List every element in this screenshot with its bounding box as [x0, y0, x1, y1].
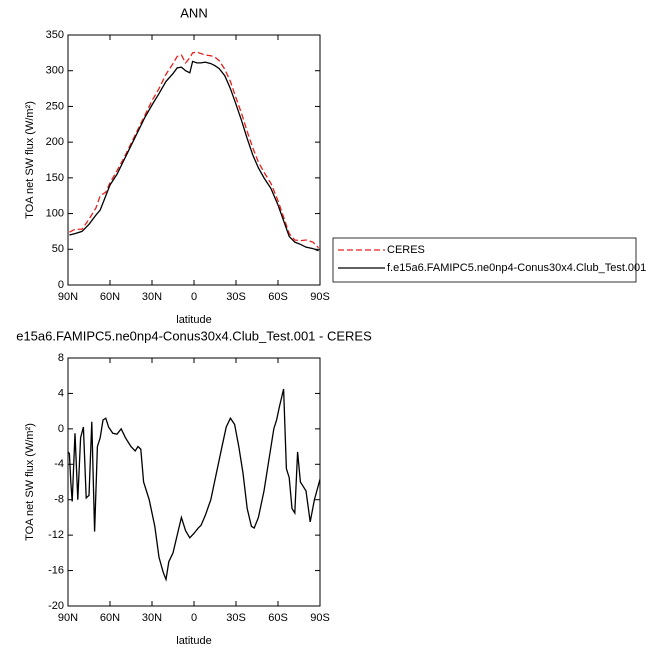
plot-frame	[67, 34, 321, 286]
legend-label: f.e15a6.FAMIPC5.ne0np4-Conus30x4.Club_Te…	[387, 262, 646, 274]
x-tick-label: 30N	[142, 612, 162, 624]
legend-box	[332, 237, 637, 283]
x-tick-label: 90N	[58, 291, 78, 303]
y-tick-label: 4	[58, 387, 64, 399]
y-tick-label: -16	[48, 564, 64, 576]
y-tick-label: 8	[58, 352, 64, 364]
x-tick-label: 60N	[100, 291, 120, 303]
y-tick-label: 350	[46, 29, 64, 41]
x-tick-label: 90S	[310, 612, 330, 624]
y-axis-label: TOA net SW flux (W/m²)	[24, 101, 36, 219]
x-tick-label: 30S	[226, 291, 246, 303]
y-tick-label: -12	[48, 529, 64, 541]
chart-title: ANN	[180, 5, 207, 20]
x-tick-label: 90N	[58, 612, 78, 624]
data-line	[69, 51, 320, 249]
y-tick-label: 200	[46, 136, 64, 148]
y-axis-label: TOA net SW flux (W/m²)	[24, 423, 36, 541]
y-tick-label: -8	[54, 494, 64, 506]
x-tick-label: 60S	[268, 612, 288, 624]
y-tick-label: -4	[54, 458, 64, 470]
x-tick-label: 90S	[310, 291, 330, 303]
data-line	[69, 60, 319, 252]
y-tick-label: 50	[52, 243, 64, 255]
x-tick-label: 30N	[142, 291, 162, 303]
x-tick-label: 60N	[100, 612, 120, 624]
x-tick-label: 0	[191, 612, 197, 624]
plot-frame	[67, 357, 321, 607]
y-tick-label: 300	[46, 65, 64, 77]
legend-label: CERES	[387, 244, 425, 256]
y-tick-label: 250	[46, 100, 64, 112]
y-tick-label: 0	[58, 279, 64, 291]
x-axis-label: latitude	[176, 314, 211, 326]
y-tick-label: 0	[58, 423, 64, 435]
chart-title: e15a6.FAMIPC5.ne0np4-Conus30x4.Club_Test…	[16, 328, 372, 343]
y-tick-label: 150	[46, 172, 64, 184]
y-tick-label: -20	[48, 600, 64, 612]
y-tick-label: 100	[46, 207, 64, 219]
x-tick-label: 60S	[268, 291, 288, 303]
x-tick-label: 30S	[226, 612, 246, 624]
data-line	[67, 388, 321, 582]
x-tick-label: 0	[191, 291, 197, 303]
x-axis-label: latitude	[176, 635, 211, 647]
